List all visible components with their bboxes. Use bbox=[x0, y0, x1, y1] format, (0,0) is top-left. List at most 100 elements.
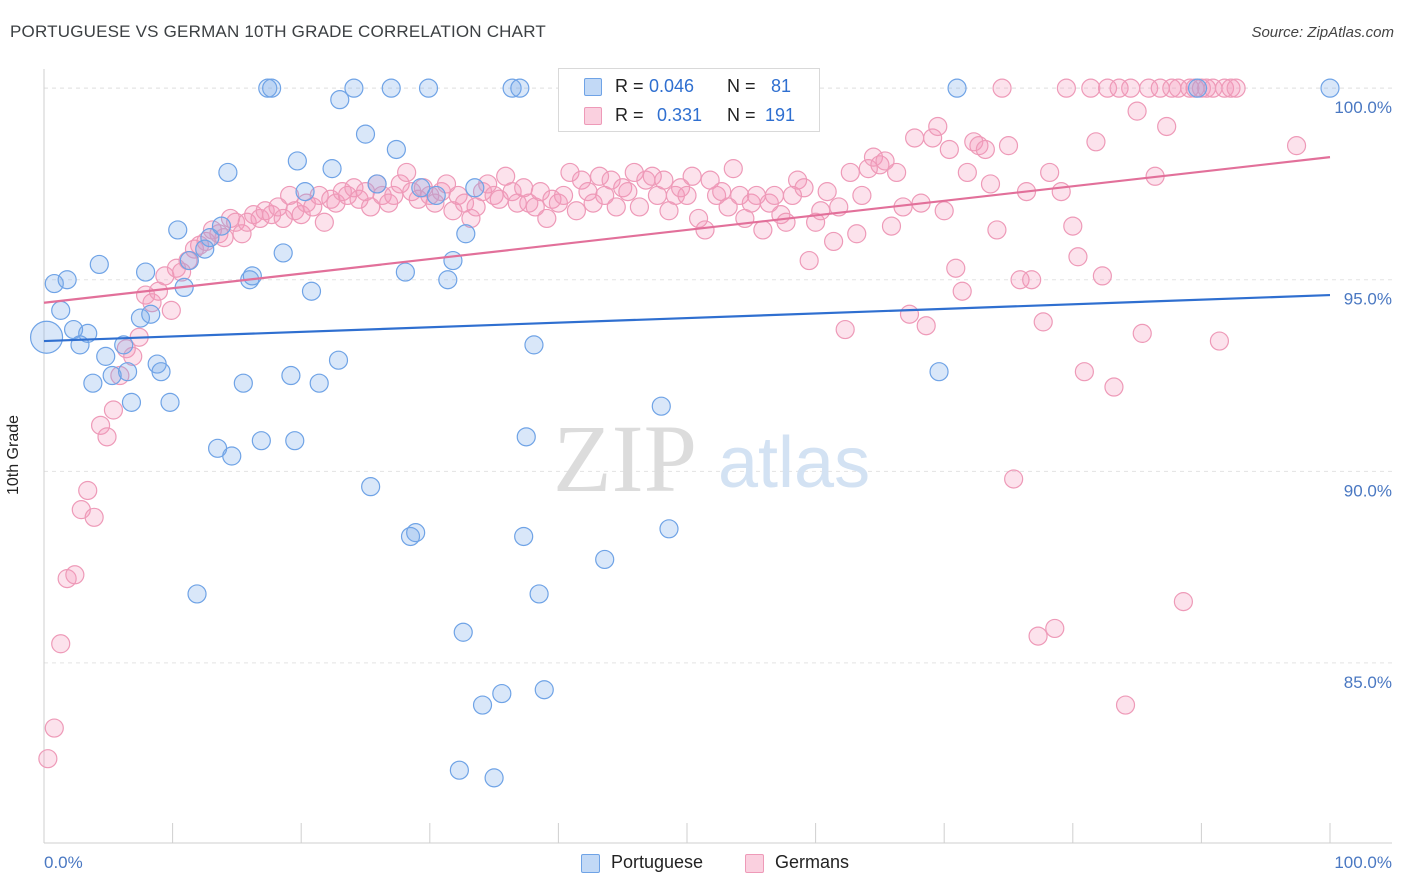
germans-point bbox=[670, 178, 691, 198]
germans-point bbox=[946, 258, 966, 278]
trend-lines bbox=[43, 156, 1331, 343]
portuguese-point bbox=[438, 270, 458, 290]
portuguese-point bbox=[386, 139, 406, 160]
germans-point bbox=[923, 128, 943, 148]
germans-legend-label: Germans bbox=[775, 852, 850, 872]
germans-point bbox=[103, 400, 124, 420]
portuguese-point bbox=[233, 373, 253, 393]
portuguese-point bbox=[160, 392, 180, 412]
germans-point bbox=[811, 201, 831, 221]
portuguese-point bbox=[51, 300, 71, 320]
germans-point bbox=[332, 182, 352, 202]
portuguese-point bbox=[195, 239, 215, 259]
portuguese-point bbox=[179, 250, 199, 271]
portuguese-point bbox=[135, 262, 156, 282]
germans-point bbox=[309, 185, 329, 206]
germans-point bbox=[794, 178, 814, 198]
germans-r-value: 0.331 bbox=[657, 105, 703, 125]
germans-point bbox=[980, 174, 1001, 194]
portuguese-point bbox=[330, 90, 350, 110]
portuguese-point bbox=[218, 162, 238, 183]
germans-point bbox=[1010, 270, 1030, 290]
portuguese-point bbox=[449, 760, 469, 780]
germans-point bbox=[957, 162, 977, 183]
germans-point bbox=[875, 151, 895, 171]
portuguese-point bbox=[301, 281, 322, 301]
germans-swatch bbox=[584, 107, 602, 125]
portuguese-point bbox=[529, 584, 549, 604]
portuguese-point bbox=[114, 335, 134, 355]
germans-point bbox=[1056, 78, 1076, 98]
germans-point bbox=[1051, 182, 1071, 202]
germans-point bbox=[1214, 78, 1235, 98]
germans-legend-swatch bbox=[745, 854, 764, 873]
germans-point bbox=[1040, 162, 1060, 183]
germans-point bbox=[1086, 132, 1106, 152]
germans-point bbox=[1092, 266, 1112, 286]
germans-point bbox=[226, 212, 246, 232]
germans-point bbox=[583, 193, 603, 213]
germans-point bbox=[537, 208, 557, 229]
germans-point bbox=[629, 197, 650, 217]
germans-point bbox=[916, 316, 936, 336]
germans-point bbox=[502, 182, 522, 202]
germans-point bbox=[184, 239, 205, 259]
germans-point bbox=[232, 224, 252, 244]
portuguese-point bbox=[472, 695, 493, 715]
germans-points bbox=[38, 78, 1307, 769]
portuguese-point bbox=[102, 365, 122, 386]
germans-point bbox=[589, 166, 610, 186]
germans-point bbox=[214, 227, 234, 248]
germans-point bbox=[618, 182, 638, 202]
germans-point bbox=[805, 212, 826, 232]
germans-point bbox=[1157, 116, 1177, 137]
portuguese-point bbox=[89, 254, 109, 275]
portuguese-point bbox=[83, 373, 103, 393]
portuguese-points bbox=[29, 78, 1340, 788]
germans-point bbox=[1221, 78, 1241, 98]
portuguese-point bbox=[322, 159, 342, 179]
germans-point bbox=[344, 178, 364, 198]
germans-point bbox=[677, 185, 697, 206]
germans-point bbox=[824, 231, 844, 252]
germans-point bbox=[314, 212, 334, 232]
germans-point bbox=[852, 185, 872, 206]
germans-point bbox=[1139, 78, 1159, 98]
portuguese-point bbox=[121, 392, 142, 412]
portuguese-point bbox=[492, 683, 512, 704]
germans-point bbox=[1022, 270, 1042, 290]
germans-trend-line bbox=[43, 156, 1331, 304]
portuguese-point bbox=[456, 224, 476, 244]
germans-point bbox=[326, 193, 346, 213]
germans-point bbox=[863, 147, 884, 167]
germans-point bbox=[553, 185, 574, 206]
germans-point bbox=[952, 281, 972, 301]
portuguese-point bbox=[465, 178, 485, 198]
portuguese-point bbox=[168, 220, 188, 240]
portuguese-n-label: N = bbox=[727, 76, 756, 96]
germans-point bbox=[718, 197, 738, 217]
germans-r-label: R = bbox=[615, 105, 644, 125]
portuguese-point bbox=[251, 431, 271, 451]
germans-point bbox=[1045, 618, 1065, 639]
portuguese-point bbox=[78, 323, 98, 343]
germans-point bbox=[1180, 78, 1200, 98]
germans-point bbox=[97, 427, 117, 447]
germans-point bbox=[78, 480, 98, 501]
y-tick-label: 85.0% bbox=[1344, 673, 1392, 692]
portuguese-point bbox=[1187, 78, 1208, 98]
germans-point bbox=[262, 205, 282, 225]
germans-point bbox=[397, 162, 417, 183]
portuguese-point bbox=[395, 262, 415, 282]
germans-point bbox=[642, 166, 662, 186]
portuguese-point bbox=[524, 335, 544, 355]
germans-point bbox=[870, 155, 890, 175]
portuguese-point bbox=[411, 178, 431, 198]
portuguese-point bbox=[502, 78, 522, 98]
germans-point bbox=[90, 415, 111, 435]
germans-point bbox=[905, 128, 925, 148]
y-tick-label: 100.0% bbox=[1334, 98, 1392, 117]
portuguese-legend-swatch bbox=[581, 854, 600, 873]
portuguese-point bbox=[1320, 78, 1340, 98]
germans-point bbox=[1081, 78, 1101, 98]
